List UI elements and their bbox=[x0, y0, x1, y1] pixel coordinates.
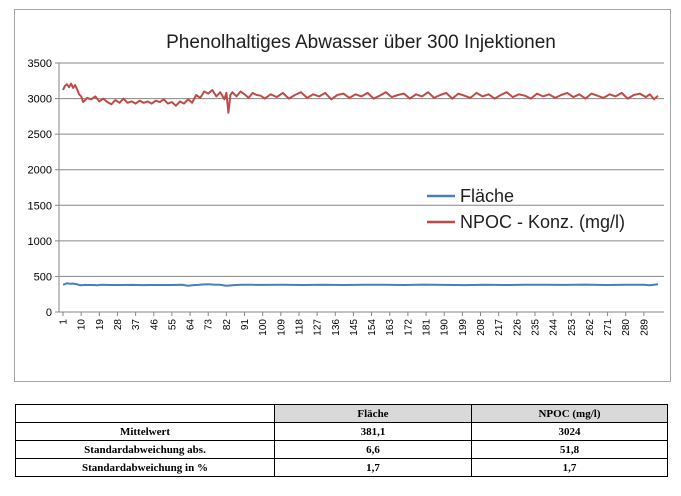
row-label: Standardabweichung in % bbox=[15, 458, 275, 477]
x-tick-label: 28 bbox=[113, 319, 124, 331]
table-row: Mittelwert 381,1 3024 bbox=[15, 422, 668, 441]
x-tick-label: 271 bbox=[603, 319, 614, 336]
cell-flaeche: 381,1 bbox=[274, 422, 472, 441]
x-tick-label: 82 bbox=[222, 319, 233, 331]
x-tick-label: 289 bbox=[639, 319, 650, 336]
series-lines bbox=[62, 82, 659, 287]
x-tick-label: 118 bbox=[294, 319, 305, 335]
x-tick-label: 154 bbox=[367, 319, 378, 336]
x-tick-label: 10 bbox=[77, 319, 88, 331]
x-tick-label: 172 bbox=[403, 319, 414, 336]
x-tick-label: 226 bbox=[512, 319, 523, 336]
x-tick-label: 280 bbox=[621, 319, 632, 336]
y-tick-label: 2000 bbox=[28, 165, 52, 177]
y-tick-label: 500 bbox=[34, 271, 52, 283]
y-tick-label: 1500 bbox=[28, 200, 52, 212]
stats-table: Fläche NPOC (mg/l) Mittelwert 381,1 3024… bbox=[15, 404, 668, 477]
cell-npoc: 3024 bbox=[471, 422, 668, 441]
x-tick-label: 46 bbox=[149, 319, 160, 331]
x-tick-label: 73 bbox=[204, 319, 215, 331]
x-tick-label: 217 bbox=[494, 319, 505, 336]
table-header-npoc: NPOC (mg/l) bbox=[471, 404, 668, 423]
y-tick-label: 2500 bbox=[28, 129, 52, 141]
cell-npoc: 51,8 bbox=[471, 440, 668, 459]
y-tick-label: 1000 bbox=[28, 236, 52, 248]
x-tick-label: 100 bbox=[258, 319, 269, 336]
x-tick-label: 136 bbox=[331, 319, 342, 336]
x-tick-label: 55 bbox=[167, 319, 178, 331]
table-row: Standardabweichung abs. 6,6 51,8 bbox=[15, 440, 668, 459]
table-header-flaeche: Fläche bbox=[274, 404, 472, 423]
y-tick-label: 3500 bbox=[28, 58, 52, 70]
y-tick-label: 0 bbox=[46, 307, 52, 319]
y-tick-label: 3000 bbox=[28, 94, 52, 106]
series-line-npoc bbox=[62, 82, 659, 114]
x-tick-label: 253 bbox=[567, 319, 578, 336]
series-line-flaeche bbox=[62, 282, 659, 287]
legend-label-flaeche: Fläche bbox=[460, 186, 514, 206]
cell-flaeche: 1,7 bbox=[274, 458, 472, 477]
x-tick-label: 262 bbox=[585, 319, 596, 336]
x-tick-label: 1 bbox=[59, 319, 70, 325]
row-label: Standardabweichung abs. bbox=[15, 440, 275, 459]
table-row: Standardabweichung in % 1,7 1,7 bbox=[15, 458, 668, 477]
x-tick-label: 208 bbox=[476, 319, 487, 336]
cell-npoc: 1,7 bbox=[471, 458, 668, 477]
gridlines bbox=[59, 62, 664, 277]
x-tick-label: 244 bbox=[549, 319, 560, 336]
x-tick-label: 91 bbox=[240, 319, 251, 331]
legend: Fläche NPOC - Konz. (mg/l) bbox=[427, 186, 625, 232]
x-tick-label: 19 bbox=[95, 319, 106, 331]
legend-label-npoc: NPOC - Konz. (mg/l) bbox=[460, 212, 625, 232]
x-tick-label: 64 bbox=[186, 319, 197, 331]
table-header-empty bbox=[15, 404, 275, 423]
cell-flaeche: 6,6 bbox=[274, 440, 472, 459]
x-tick-label: 181 bbox=[422, 319, 433, 336]
x-tick-label: 235 bbox=[530, 319, 541, 336]
x-tick-label: 37 bbox=[131, 319, 142, 331]
x-tick-label: 163 bbox=[385, 319, 396, 336]
x-tick-label: 145 bbox=[349, 319, 360, 336]
chart-title: Phenolhaltiges Abwasser über 300 Injekti… bbox=[166, 32, 556, 53]
x-tick-label: 127 bbox=[313, 319, 324, 336]
row-label: Mittelwert bbox=[15, 422, 275, 441]
y-axis-ticks: 0 500 1000 1500 2000 2500 3000 3500 bbox=[28, 58, 59, 319]
x-tick-label: 199 bbox=[458, 319, 469, 336]
table-header-row: Fläche NPOC (mg/l) bbox=[15, 404, 668, 423]
x-tick-label: 109 bbox=[276, 319, 287, 336]
x-tick-label: 190 bbox=[440, 319, 451, 336]
line-chart: Phenolhaltiges Abwasser über 300 Injekti… bbox=[28, 32, 664, 336]
chart-frame: Phenolhaltiges Abwasser über 300 Injekti… bbox=[14, 9, 671, 382]
x-axis-ticks: 1 10 19 28 37 46 55 64 73 82 91 100 109 118 127 136 145 1… bbox=[59, 312, 650, 336]
